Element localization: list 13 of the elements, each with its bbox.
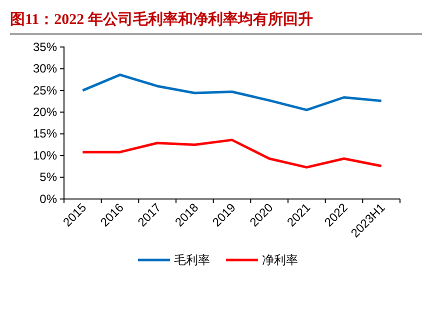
legend-label: 净利率: [262, 253, 298, 267]
y-tick-label: 35%: [32, 40, 58, 54]
y-tick-label: 0%: [40, 192, 58, 206]
y-tick-label: 15%: [32, 126, 58, 141]
y-tick-label: 30%: [32, 62, 58, 76]
line-series: [81, 74, 383, 112]
line-series: [81, 138, 383, 169]
chart-title: 图11：2022 年公司毛利率和净利率均有所回升: [10, 10, 313, 28]
y-tick-label: 25%: [32, 83, 58, 98]
y-tick-label: 20%: [32, 104, 58, 119]
y-tick-label: 10%: [32, 148, 58, 162]
legend-label: 毛利率: [174, 253, 210, 267]
y-tick-label: 5%: [40, 170, 58, 184]
